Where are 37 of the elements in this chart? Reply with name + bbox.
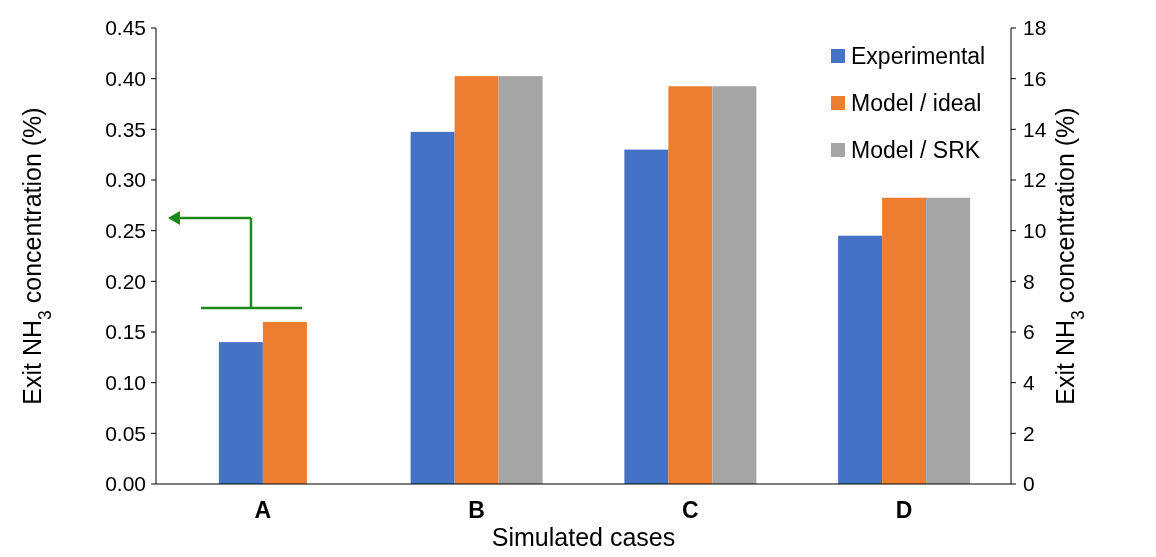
bar [498,76,543,484]
x-tick-label: D [895,497,913,523]
y2-tick-label: 2 [1023,421,1035,445]
bar [882,197,927,484]
y2-tick-label: 4 [1023,371,1035,395]
bar [668,86,713,484]
y2-tick-label: 8 [1023,269,1035,293]
legend-label: Model / ideal [851,90,982,117]
y-tick-label: 0.45 [105,16,146,40]
y-tick-label: 0.35 [105,117,146,141]
y2-tick-label: 12 [1023,168,1047,192]
bar [454,76,499,484]
y2-tick-label: 14 [1023,117,1047,141]
x-axis-title: Simulated cases [491,523,676,551]
y-tick-label: 0.40 [105,67,146,91]
y-tick-label: 0.15 [105,320,146,344]
y2-tick-label: 10 [1023,219,1047,243]
x-tick-label: B [468,497,485,523]
x-tick-label: A [254,497,272,523]
y2-tick-label: 18 [1023,16,1047,40]
y2-tick-label: 0 [1023,472,1035,496]
bar [712,86,757,484]
y2-tick-label: 16 [1023,67,1047,91]
bar [838,235,883,484]
legend-label: Model / SRK [851,137,981,164]
y-tick-label: 0.30 [105,168,146,192]
y-tick-label: 0.05 [105,421,146,445]
y2-tick-label: 6 [1023,320,1035,344]
legend-label: Experimental [851,43,986,70]
y-tick-label: 0.25 [105,219,146,243]
x-tick-label: C [682,497,699,523]
y-tick-label: 0.20 [105,269,146,293]
y-tick-label: 0.10 [105,371,146,395]
bar [926,197,971,484]
y-tick-label: 0.00 [105,472,146,496]
bar [624,149,669,484]
bar [410,131,455,484]
